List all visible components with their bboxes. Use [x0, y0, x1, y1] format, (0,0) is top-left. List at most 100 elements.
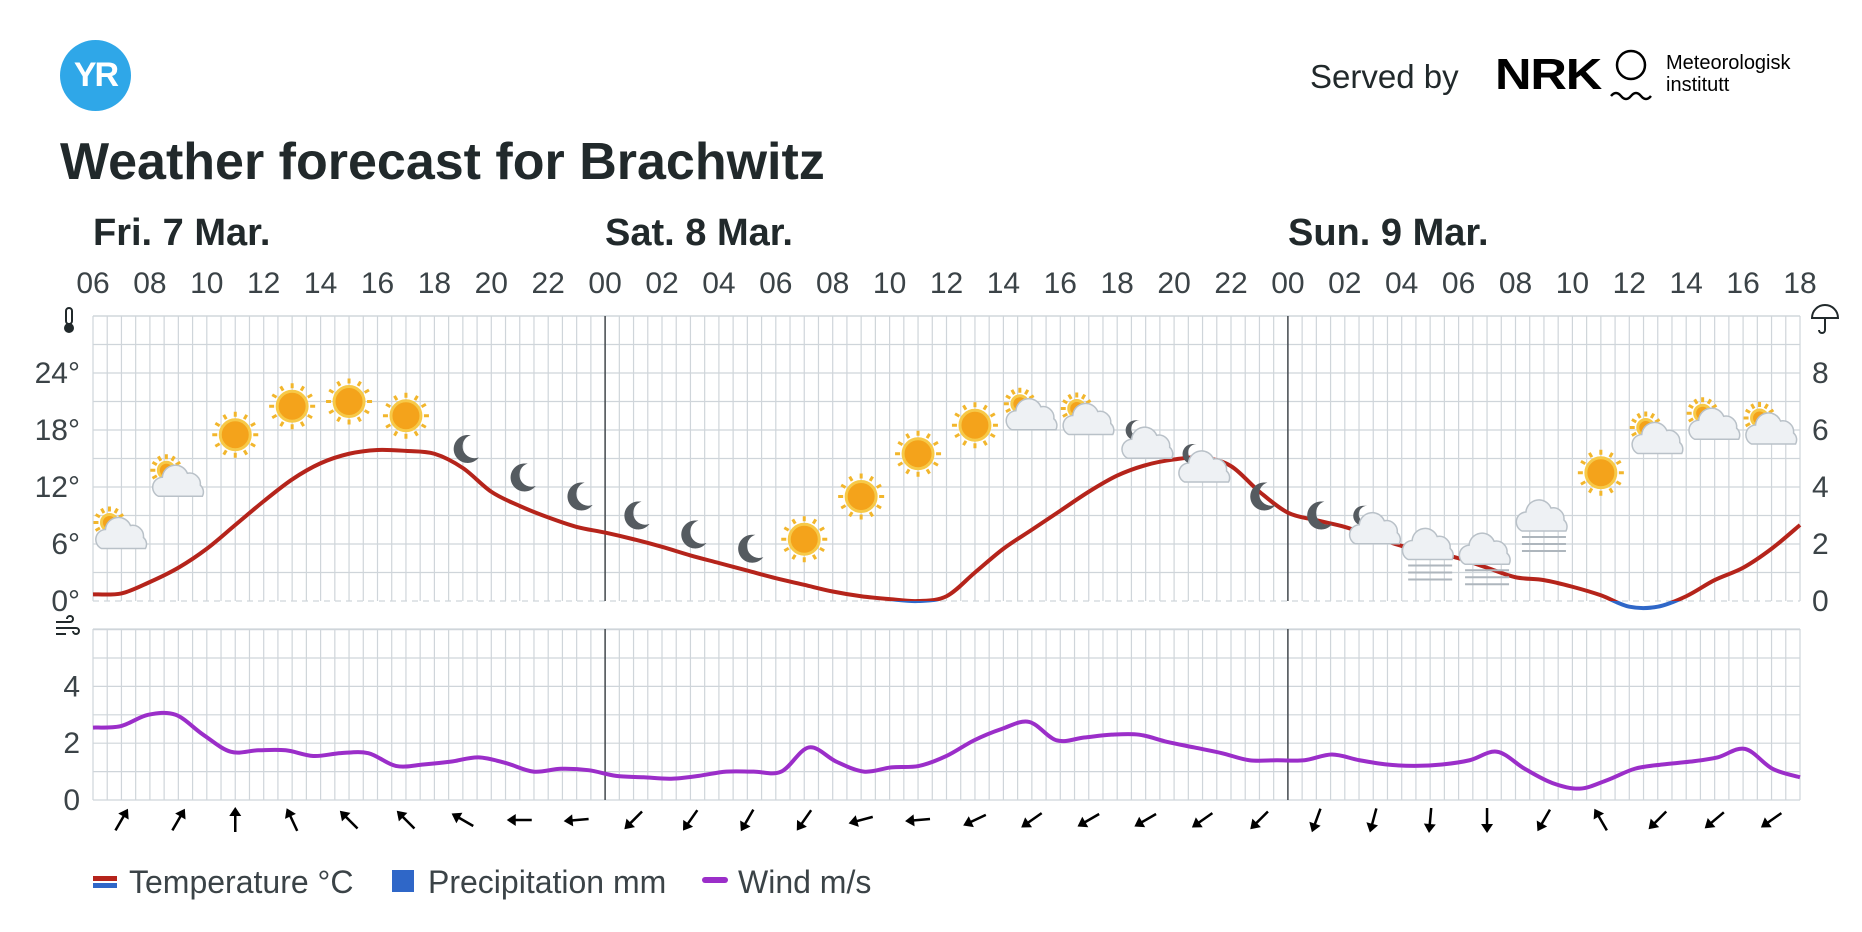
- met-institute-logo[interactable]: Meteorologisk institutt: [1666, 52, 1791, 96]
- sun-icon: [1577, 449, 1624, 496]
- hour-tick-label: 08: [133, 267, 166, 300]
- wind-direction-arrow: [114, 808, 129, 832]
- wind-direction-arrow: [905, 814, 931, 827]
- partly-cloudy-night-icon: [1121, 420, 1174, 459]
- hour-tick-label: 16: [1044, 267, 1077, 300]
- wind-direction-arrow: [1704, 811, 1725, 829]
- legend-label: Temperature °C: [129, 864, 353, 900]
- thermometer-icon: [64, 307, 74, 333]
- legend-label: Wind m/s: [738, 864, 871, 900]
- hour-tick-label: 06: [76, 267, 109, 300]
- moon-icon: [738, 534, 764, 563]
- hour-tick-label: 12: [930, 267, 963, 300]
- hour-tick-label: 10: [1556, 267, 1589, 300]
- wind-direction-arrow: [1250, 810, 1269, 830]
- wind-direction-arrow: [1191, 812, 1214, 828]
- nrk-logo[interactable]: NRK: [1495, 50, 1602, 99]
- fog-icon: [1515, 499, 1568, 552]
- wind-direction-arrow: [339, 810, 359, 830]
- sun-icon: [326, 378, 373, 425]
- temperature-tick-label: 24°: [35, 357, 80, 390]
- hour-tick-label: 18: [1101, 267, 1134, 300]
- wind-direction-arrow: [963, 813, 987, 828]
- sun-icon: [212, 411, 259, 458]
- wind-direction-arrow: [1481, 808, 1494, 833]
- wind-direction-arrow: [848, 815, 874, 827]
- wind-direction-arrow: [451, 812, 474, 828]
- wind-icon: [56, 615, 80, 635]
- sun-icon: [781, 516, 828, 563]
- hour-tick-label: 00: [1271, 267, 1304, 300]
- partly-cloudy-day-icon: [1003, 387, 1058, 431]
- wind-tick-label: 4: [63, 670, 80, 703]
- hour-tick-label: 08: [1499, 267, 1532, 300]
- wind-direction-arrow: [740, 808, 755, 832]
- wind-direction-arrow: [624, 810, 643, 830]
- temperature-tick-label: 12°: [35, 471, 80, 504]
- hour-tick-label: 14: [1670, 267, 1703, 300]
- wind-direction-arrow: [1077, 812, 1100, 828]
- precipitation-tick-label: 0: [1812, 585, 1829, 618]
- temperature-tick-label: 0°: [51, 585, 80, 618]
- moon-icon: [1307, 501, 1333, 530]
- wind-direction-arrow: [1648, 810, 1668, 830]
- moon-icon: [681, 520, 707, 549]
- hour-tick-label: 06: [759, 267, 792, 300]
- page-title: Weather forecast for Brachwitz: [60, 133, 825, 191]
- partly-cloudy-day-icon: [1629, 411, 1684, 455]
- fog-icon: [1458, 532, 1511, 586]
- wind-direction-arrow: [1366, 808, 1379, 833]
- partly-cloudy-day-icon: [150, 454, 205, 497]
- yr-logo[interactable]: YR: [60, 40, 131, 111]
- wind-legend-icon: [702, 877, 728, 883]
- day-label: Fri. 7 Mar.: [93, 212, 270, 254]
- hour-tick-label: 16: [361, 267, 394, 300]
- partly-cloudy-day-icon: [1060, 392, 1115, 436]
- wind-tick-label: 0: [63, 784, 80, 817]
- wind-direction-arrow: [1536, 808, 1552, 832]
- wind-direction-arrow: [796, 809, 813, 831]
- wind-direction-arrow: [1760, 812, 1783, 828]
- hour-tick-label: 10: [190, 267, 223, 300]
- sun-icon: [269, 383, 316, 430]
- sun-icon: [838, 473, 885, 520]
- hour-tick-label: 22: [1214, 267, 1247, 300]
- hour-tick-label: 02: [645, 267, 678, 300]
- hour-tick-label: 16: [1726, 267, 1759, 300]
- temperature-tick-label: 6°: [51, 528, 80, 561]
- met-line-2: institutt: [1666, 74, 1730, 96]
- wind-direction-arrow: [1309, 808, 1322, 833]
- hour-tick-label: 00: [588, 267, 621, 300]
- wind-direction-arrow: [1134, 812, 1157, 828]
- partly-cloudy-night-icon: [1348, 505, 1402, 545]
- met-line-1: Meteorologisk: [1666, 52, 1791, 74]
- precipitation-tick-label: 4: [1812, 471, 1829, 504]
- wind-direction-arrow: [1423, 807, 1436, 833]
- wind-direction-arrow: [396, 810, 416, 830]
- met-institute-icon: [1610, 49, 1652, 101]
- temperature-line: [92, 447, 1802, 601]
- sun-icon: [382, 392, 429, 439]
- hour-tick-label: 04: [702, 267, 735, 300]
- precipitation-tick-label: 8: [1812, 357, 1829, 390]
- hour-tick-label: 02: [1328, 267, 1361, 300]
- hour-tick-label: 12: [1613, 267, 1646, 300]
- wind-direction-arrow: [1593, 808, 1608, 832]
- precipitation-tick-label: 2: [1812, 528, 1829, 561]
- wind-direction-arrow: [1021, 812, 1043, 828]
- hour-tick-label: 20: [475, 267, 508, 300]
- hour-tick-label: 12: [247, 267, 280, 300]
- fog-icon: [1401, 527, 1454, 581]
- moon-icon: [510, 463, 536, 492]
- precipitation-legend-icon: [392, 870, 414, 892]
- partly-cloudy-day-icon: [1686, 397, 1741, 440]
- wind-direction-arrow: [171, 808, 186, 832]
- sun-icon: [895, 430, 942, 477]
- served-by-text: Served by: [1310, 58, 1459, 95]
- day-label: Sat. 8 Mar.: [605, 212, 793, 254]
- wind-direction-arrow: [506, 814, 532, 826]
- wind-direction-arrow: [563, 814, 589, 827]
- partly-cloudy-day-icon: [1743, 402, 1798, 445]
- legend-label: Precipitation mm: [428, 864, 666, 900]
